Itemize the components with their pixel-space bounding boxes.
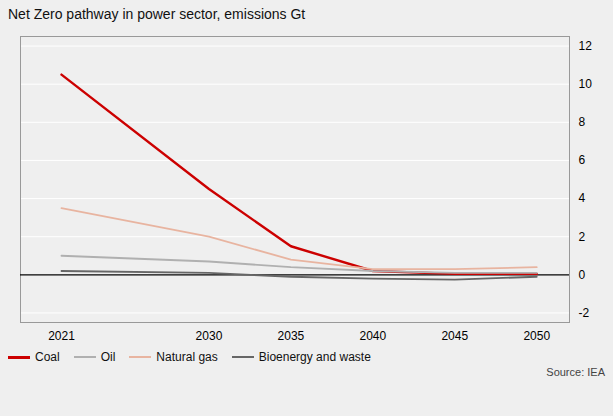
svg-text:2035: 2035	[278, 329, 305, 343]
svg-text:2030: 2030	[196, 329, 223, 343]
svg-text:8: 8	[579, 115, 586, 129]
svg-text:2045: 2045	[441, 329, 468, 343]
html-text:Source: IEA: Source: IEA	[546, 366, 605, 378]
svg-text:12: 12	[579, 39, 593, 53]
html-text:Bioenergy and waste: Bioenergy and waste	[258, 350, 371, 364]
svg-text:2050: 2050	[523, 329, 550, 343]
svg-text:6: 6	[579, 153, 586, 167]
svg-text:-2: -2	[579, 306, 590, 320]
svg-text:2021: 2021	[48, 329, 75, 343]
html-text:Net Zero pathway in power sect: Net Zero pathway in power sector, emissi…	[8, 6, 306, 22]
svg-text:0: 0	[579, 268, 586, 282]
svg-text:4: 4	[579, 191, 586, 205]
html-text:Coal: Coal	[35, 350, 60, 364]
html-text:Oil: Oil	[100, 350, 116, 364]
svg-text:10: 10	[579, 77, 593, 91]
svg-text:2040: 2040	[359, 329, 386, 343]
html-text:Natural gas: Natural gas	[156, 350, 218, 364]
svg-text:2: 2	[579, 230, 586, 244]
